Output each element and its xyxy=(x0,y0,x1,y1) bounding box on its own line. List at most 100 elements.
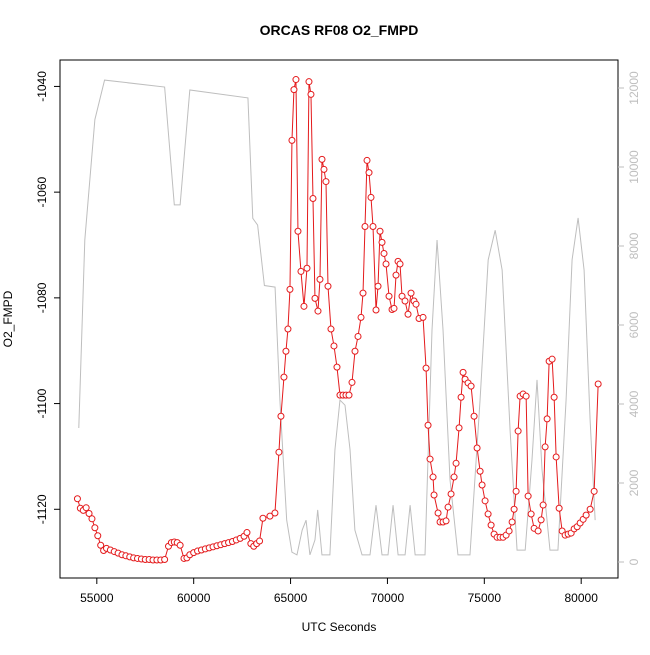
point xyxy=(455,424,463,432)
point xyxy=(555,504,563,512)
point xyxy=(320,165,328,173)
point xyxy=(524,492,532,500)
point xyxy=(505,527,513,535)
point xyxy=(280,373,288,381)
plot-box xyxy=(59,59,619,579)
point xyxy=(351,347,359,355)
point xyxy=(372,306,380,314)
point xyxy=(176,541,184,549)
point xyxy=(330,342,338,350)
y2-tick-label: 8000 xyxy=(627,232,641,259)
point xyxy=(161,556,169,563)
y-tick-label: -1040 xyxy=(35,71,49,102)
point xyxy=(286,285,294,293)
y-tick-label: -1060 xyxy=(35,176,49,207)
point xyxy=(442,517,450,525)
point xyxy=(94,532,102,540)
point xyxy=(424,421,432,429)
y2-tick-label: 12000 xyxy=(627,71,641,105)
y-tick-label: -1100 xyxy=(35,388,49,418)
point xyxy=(376,227,384,235)
point xyxy=(541,443,549,451)
point xyxy=(361,223,369,230)
point xyxy=(550,393,558,401)
point xyxy=(322,178,330,186)
point xyxy=(309,194,317,202)
point xyxy=(552,453,560,461)
y2-tick-label: 10000 xyxy=(627,150,641,184)
point xyxy=(484,510,492,518)
point xyxy=(303,264,311,272)
point xyxy=(88,515,96,523)
point xyxy=(407,289,415,297)
point xyxy=(288,136,296,144)
x-axis-label: UTC Seconds xyxy=(302,620,377,634)
point xyxy=(275,448,283,456)
point xyxy=(318,155,326,163)
point xyxy=(430,491,438,499)
point xyxy=(259,514,267,522)
point xyxy=(404,310,412,318)
point xyxy=(385,292,393,300)
point xyxy=(91,524,99,532)
point xyxy=(422,364,430,372)
point xyxy=(590,487,598,495)
point xyxy=(292,76,300,84)
point xyxy=(510,505,518,513)
point xyxy=(594,380,602,388)
point xyxy=(378,238,386,246)
y2-tick-label: 2000 xyxy=(627,469,641,496)
point xyxy=(444,503,452,511)
point xyxy=(277,412,285,420)
point xyxy=(426,455,434,463)
x-tick-label: 70000 xyxy=(371,591,405,605)
point xyxy=(476,467,484,475)
point xyxy=(534,527,542,535)
y2-tick-label: 0 xyxy=(627,558,641,565)
point xyxy=(537,516,545,524)
point xyxy=(539,501,547,509)
point xyxy=(363,156,371,164)
point xyxy=(452,459,460,467)
point xyxy=(266,512,274,520)
point xyxy=(354,332,362,340)
point xyxy=(284,325,292,333)
series-line xyxy=(78,79,596,556)
point xyxy=(345,391,353,399)
point xyxy=(314,307,322,315)
point xyxy=(357,313,365,321)
point xyxy=(429,473,437,481)
y2-tick-label: 6000 xyxy=(627,311,641,338)
point xyxy=(305,78,313,86)
point xyxy=(294,227,302,235)
point xyxy=(487,521,495,529)
point xyxy=(467,382,475,390)
y2-tick-label: 4000 xyxy=(627,390,641,417)
point xyxy=(481,497,489,505)
point xyxy=(297,267,305,275)
point xyxy=(457,393,465,401)
point xyxy=(522,392,530,400)
point xyxy=(459,368,467,376)
point xyxy=(97,541,105,549)
point xyxy=(419,313,427,321)
point xyxy=(401,297,409,305)
x-tick-label: 80000 xyxy=(565,591,599,605)
point xyxy=(447,490,455,498)
point xyxy=(527,510,535,518)
point xyxy=(311,294,319,302)
point xyxy=(243,529,251,537)
point xyxy=(382,260,390,268)
x-tick-label: 55000 xyxy=(80,591,114,605)
point xyxy=(390,304,398,312)
point xyxy=(586,505,594,513)
point xyxy=(282,347,290,355)
point xyxy=(73,495,81,503)
point xyxy=(374,282,382,290)
point xyxy=(369,223,377,230)
point xyxy=(348,378,356,386)
point xyxy=(271,509,279,517)
point xyxy=(470,412,478,420)
